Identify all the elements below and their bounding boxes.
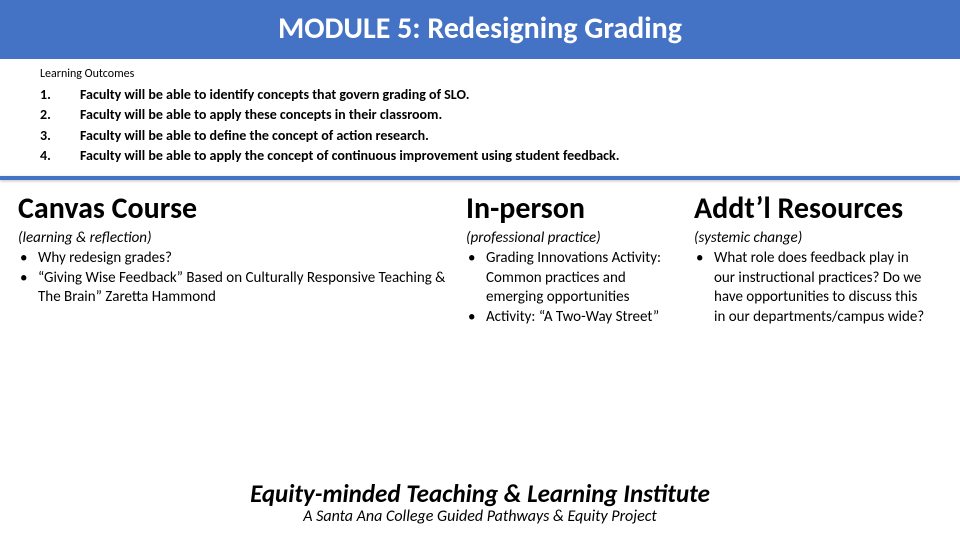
title-banner: MODULE 5: Redesigning Grading — [0, 0, 960, 59]
outcome-text: Faculty will be able to identify concept… — [80, 85, 920, 105]
outcome-number: 2. — [40, 105, 80, 125]
column-bullet-list: •What role does feedback play in our ins… — [694, 249, 932, 327]
bullet-icon: • — [468, 249, 486, 308]
learning-outcomes-list: 1. Faculty will be able to identify conc… — [40, 85, 920, 166]
column-in-person: In-person (professional practice) •Gradi… — [466, 190, 686, 327]
column-heading: In-person — [466, 190, 686, 227]
outcome-number: 4. — [40, 146, 80, 166]
bullet-text: Activity: “A Two-Way Street” — [486, 308, 686, 328]
column-subtitle: (systemic change) — [694, 229, 932, 247]
bullet-icon: • — [20, 249, 38, 269]
column-canvas-course: Canvas Course (learning & reflection) •W… — [18, 190, 458, 327]
bullet-text: “Giving Wise Feedback” Based on Cultural… — [38, 269, 458, 308]
outcome-number: 1. — [40, 85, 80, 105]
column-subtitle: (professional practice) — [466, 229, 686, 247]
outcome-number: 3. — [40, 126, 80, 146]
outcome-text: Faculty will be able to apply the concep… — [80, 146, 920, 166]
outcome-text: Faculty will be able to define the conce… — [80, 126, 920, 146]
slide: MODULE 5: Redesigning Grading Learning O… — [0, 0, 960, 540]
horizontal-divider — [0, 176, 960, 180]
footer-title: Equity-minded Teaching & Learning Instit… — [0, 480, 960, 508]
bullet-item: •What role does feedback play in our ins… — [696, 249, 932, 327]
bullet-item: •Activity: “A Two-Way Street” — [468, 308, 686, 328]
bullet-text: Why redesign grades? — [38, 249, 458, 269]
column-subtitle: (learning & reflection) — [18, 229, 458, 247]
bullet-icon: • — [468, 308, 486, 328]
bullet-text: Grading Innovations Activity: Common pra… — [486, 249, 686, 308]
bullet-text: What role does feedback play in our inst… — [714, 249, 932, 327]
column-heading: Addt’l Resources — [694, 190, 932, 227]
bullet-item: •Grading Innovations Activity: Common pr… — [468, 249, 686, 308]
column-additional-resources: Addt’l Resources (systemic change) •What… — [694, 190, 932, 327]
learning-outcomes-section: Learning Outcomes 1. Faculty will be abl… — [0, 59, 960, 172]
slide-footer: Equity-minded Teaching & Learning Instit… — [0, 480, 960, 527]
bullet-item: •“Giving Wise Feedback” Based on Cultura… — [20, 269, 458, 308]
outcome-text: Faculty will be able to apply these conc… — [80, 105, 920, 125]
learning-outcome-item: 3. Faculty will be able to define the co… — [40, 126, 920, 146]
bullet-icon: • — [696, 249, 714, 327]
footer-subtitle: A Santa Ana College Guided Pathways & Eq… — [0, 507, 960, 526]
bullet-icon: • — [20, 269, 38, 308]
column-bullet-list: •Grading Innovations Activity: Common pr… — [466, 249, 686, 327]
learning-outcome-item: 2. Faculty will be able to apply these c… — [40, 105, 920, 125]
bullet-item: •Why redesign grades? — [20, 249, 458, 269]
column-bullet-list: •Why redesign grades? •“Giving Wise Feed… — [18, 249, 458, 308]
learning-outcome-item: 4. Faculty will be able to apply the con… — [40, 146, 920, 166]
module-title: MODULE 5: Redesigning Grading — [0, 10, 960, 47]
column-heading: Canvas Course — [18, 190, 458, 227]
three-column-section: Canvas Course (learning & reflection) •W… — [0, 190, 960, 327]
learning-outcomes-label: Learning Outcomes — [40, 67, 920, 81]
learning-outcome-item: 1. Faculty will be able to identify conc… — [40, 85, 920, 105]
